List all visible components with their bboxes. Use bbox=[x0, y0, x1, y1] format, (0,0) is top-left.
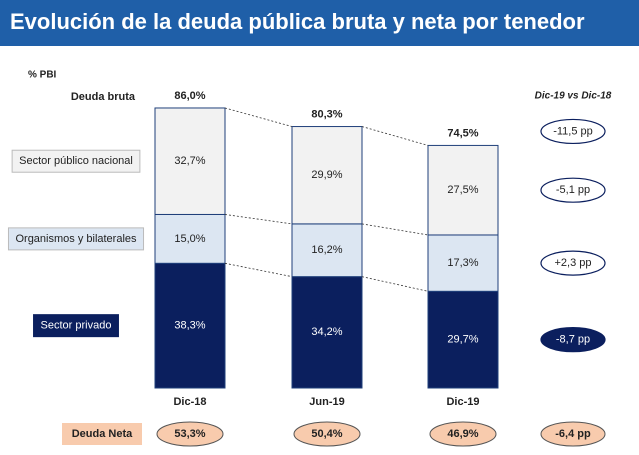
change-label: -11,5 pp bbox=[553, 125, 593, 137]
bar-segment bbox=[427, 290, 499, 389]
change-title: Dic-19 vs Dic-18 bbox=[535, 91, 612, 102]
value-label: 15,0% bbox=[174, 233, 205, 245]
net-debt-oval bbox=[429, 421, 497, 447]
connector bbox=[224, 214, 293, 225]
total-label: 74,5% bbox=[447, 127, 478, 139]
net-debt-box bbox=[62, 423, 142, 445]
net-debt-change: -6,4 pp bbox=[555, 428, 591, 440]
change-label: -5,1 pp bbox=[556, 184, 590, 196]
change-oval bbox=[540, 250, 606, 276]
value-label: 34,2% bbox=[311, 326, 342, 338]
legend-label: Sector público nacional bbox=[19, 155, 133, 167]
bar-segment bbox=[427, 234, 499, 292]
y-label: % PBI bbox=[28, 70, 57, 81]
change-oval bbox=[540, 118, 606, 145]
totals-label: Deuda bruta bbox=[71, 91, 136, 103]
net-debt-oval bbox=[293, 421, 361, 447]
connector bbox=[361, 126, 429, 146]
connector bbox=[224, 107, 293, 127]
title-bar bbox=[0, 0, 639, 46]
connector bbox=[361, 276, 429, 292]
total-label: 86,0% bbox=[174, 90, 205, 102]
total-label: 80,3% bbox=[311, 108, 342, 120]
value-label: 32,7% bbox=[174, 155, 205, 167]
value-label: 17,3% bbox=[447, 257, 478, 269]
value-label: 27,5% bbox=[447, 184, 478, 196]
net-debt-oval bbox=[156, 421, 224, 447]
bar-segment bbox=[291, 276, 363, 389]
legend-label: Sector privado bbox=[41, 320, 112, 332]
legend-label: Organismos y bilaterales bbox=[15, 233, 137, 245]
bar-segment bbox=[291, 223, 363, 278]
change-oval bbox=[540, 177, 606, 203]
net-debt-value: 50,4% bbox=[311, 428, 342, 440]
x-tick-label: Dic-18 bbox=[173, 396, 206, 408]
bar-segment bbox=[154, 262, 226, 389]
bar-segment bbox=[427, 144, 499, 236]
connector bbox=[361, 223, 429, 236]
value-label: 29,9% bbox=[311, 169, 342, 181]
change-label: -8,7 pp bbox=[556, 334, 590, 346]
chart-title: Evolución de la deuda pública bruta y ne… bbox=[10, 9, 585, 34]
x-tick-label: Jun-19 bbox=[309, 396, 344, 408]
bar-segment bbox=[291, 126, 363, 225]
net-debt-oval bbox=[540, 421, 606, 447]
legend-box bbox=[33, 314, 119, 338]
change-label: +2,3 pp bbox=[554, 257, 591, 269]
net-debt-value: 46,9% bbox=[447, 428, 478, 440]
value-label: 29,7% bbox=[447, 334, 478, 346]
legend-box bbox=[11, 149, 141, 173]
net-debt-label: Deuda Neta bbox=[72, 428, 133, 440]
legend-box bbox=[7, 227, 145, 251]
change-oval bbox=[540, 327, 606, 353]
net-debt-value: 53,3% bbox=[174, 428, 205, 440]
x-tick-label: Dic-19 bbox=[446, 396, 479, 408]
value-label: 38,3% bbox=[174, 320, 205, 332]
value-label: 16,2% bbox=[311, 244, 342, 256]
connector bbox=[224, 262, 293, 278]
bar-segment bbox=[154, 107, 226, 215]
